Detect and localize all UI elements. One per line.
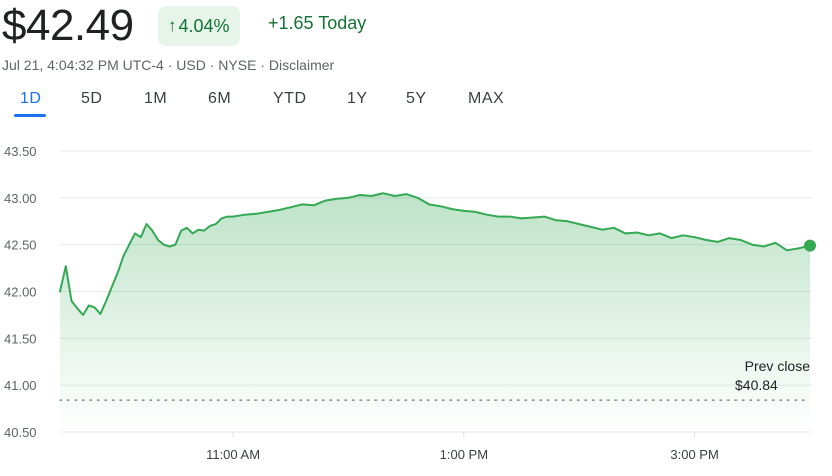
change-percent: 4.04% — [178, 15, 230, 36]
quote-meta: Jul 21, 4:04:32 PM UTC-4 · USD · NYSE · … — [2, 57, 335, 73]
tab-1m[interactable]: 1M — [144, 90, 168, 107]
tab-max[interactable]: MAX — [468, 90, 505, 107]
y-tick-label: 41.00 — [4, 378, 37, 393]
price-area — [60, 193, 810, 432]
change-badge: ↑ 4.04% — [158, 6, 240, 46]
arrow-up-icon: ↑ — [168, 16, 177, 35]
price: $42.49 — [2, 1, 134, 50]
x-tick-label: 11:00 AM — [206, 447, 260, 462]
change-today: +1.65 Today — [268, 13, 367, 33]
y-tick-label: 43.50 — [4, 144, 37, 159]
y-tick-label: 42.00 — [4, 285, 37, 300]
active-tab-indicator — [14, 114, 46, 117]
prev-close-label: Prev close — [745, 358, 811, 374]
x-tick-label: 1:00 PM — [440, 447, 488, 462]
tab-1y[interactable]: 1Y — [347, 90, 368, 107]
y-tick-label: 42.50 — [4, 238, 37, 253]
current-price-dot — [804, 239, 816, 252]
y-tick-label: 43.00 — [4, 191, 37, 206]
x-tick-label: 3:00 PM — [670, 447, 718, 462]
tab-5d[interactable]: 5D — [81, 90, 103, 107]
prev-close-value: $40.84 — [735, 377, 778, 393]
tab-5y[interactable]: 5Y — [406, 90, 427, 107]
price-line — [59, 192, 811, 316]
y-tick-label: 41.50 — [4, 331, 37, 346]
tab-1d[interactable]: 1D — [20, 90, 42, 107]
y-tick-label: 40.50 — [4, 425, 37, 440]
tab-6m[interactable]: 6M — [208, 90, 232, 107]
tab-ytd[interactable]: YTD — [273, 90, 307, 107]
